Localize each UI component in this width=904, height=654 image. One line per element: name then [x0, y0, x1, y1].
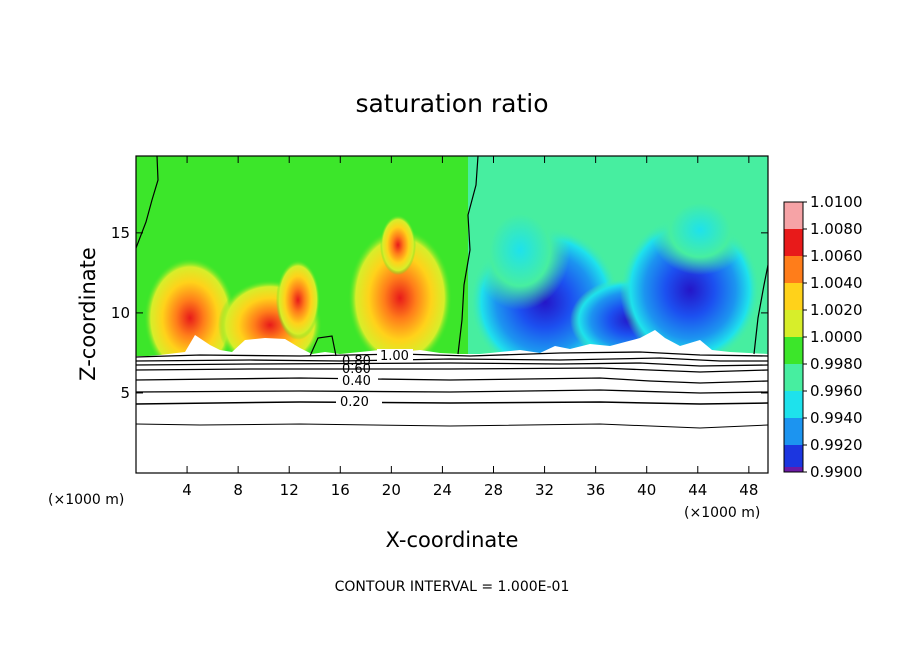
x-tick-label: 48 — [739, 481, 758, 499]
contour-label: 0.20 — [340, 395, 369, 410]
x-tick-label: 44 — [688, 481, 707, 499]
chart-title: saturation ratio — [355, 89, 548, 118]
x-unit-left: (×1000 m) — [48, 492, 124, 508]
y-axis-label: Z-coordinate — [76, 247, 100, 381]
x-tick-label: 40 — [637, 481, 656, 499]
x-tick-label: 8 — [233, 481, 243, 499]
cloud-base — [136, 330, 768, 473]
colorbar-swatch — [784, 391, 803, 418]
contour-label: 0.80 — [342, 354, 371, 369]
colorbar-swatch — [784, 467, 803, 472]
x-tick-label: 24 — [433, 481, 452, 499]
x-tick-label: 16 — [331, 481, 350, 499]
contour-labels: 1.00 0.80 0.60 0.40 0.20 — [336, 349, 413, 410]
colorbar-label: 0.9980 — [810, 355, 863, 373]
unity-contour — [457, 156, 479, 355]
x-tick-label: 36 — [586, 481, 605, 499]
unity-contour — [136, 156, 159, 249]
unity-contour — [309, 335, 337, 357]
colorbar-label: 0.9960 — [810, 382, 863, 400]
plot-frame — [135, 155, 769, 474]
x-tick-label: 12 — [280, 481, 299, 499]
colorbar: 1.0100 1.0080 1.0060 1.0040 1.0020 1.0000 0.99… — [783, 193, 863, 481]
x-axis: 4 8 12 16 20 24 28 32 36 40 44 48 — [182, 156, 758, 499]
x-tick-label: 28 — [484, 481, 503, 499]
x-tick-label: 20 — [382, 481, 401, 499]
contour-lines — [136, 351, 768, 429]
contour-label: 1.00 — [380, 349, 409, 364]
y-axis: 5 10 15 — [111, 224, 768, 402]
plume — [380, 215, 416, 275]
plot-area — [136, 156, 768, 473]
plume — [470, 190, 570, 310]
colorbar-label: 1.0100 — [810, 193, 863, 211]
contour-label: 0.40 — [342, 374, 371, 389]
y-tick-label: 10 — [111, 304, 130, 322]
colorbar-label: 0.9900 — [810, 463, 863, 481]
contour-interval-note: CONTOUR INTERVAL = 1.000E-01 — [335, 579, 570, 595]
y-tick-label: 5 — [120, 384, 130, 402]
colorbar-swatch — [784, 337, 803, 364]
colorbar-label: 0.9940 — [810, 409, 863, 427]
colorbar-swatch — [784, 283, 803, 310]
colorbar-label: 1.0020 — [810, 301, 863, 319]
plume — [276, 260, 320, 340]
unity-contour — [753, 264, 768, 355]
x-unit-right: (×1000 m) — [684, 505, 760, 521]
colorbar-swatch — [784, 364, 803, 391]
plume — [348, 228, 452, 368]
colorbar-label: 1.0040 — [810, 274, 863, 292]
x-axis-label: X-coordinate — [386, 528, 519, 552]
colorbar-swatch — [784, 418, 803, 445]
colorbar-swatch — [784, 310, 803, 337]
colorbar-label: 1.0080 — [810, 220, 863, 238]
colorbar-label: 0.9920 — [810, 436, 863, 454]
plume — [650, 185, 750, 275]
x-tick-label: 32 — [535, 481, 554, 499]
colorbar-label: 1.0000 — [810, 328, 863, 346]
colorbar-swatch — [784, 229, 803, 256]
y-tick-label: 15 — [111, 224, 130, 242]
colorbar-swatch — [784, 202, 803, 229]
x-tick-label: 4 — [182, 481, 192, 499]
colorbar-label: 1.0060 — [810, 247, 863, 265]
colorbar-swatch — [784, 445, 803, 472]
colorbar-swatch — [784, 256, 803, 283]
